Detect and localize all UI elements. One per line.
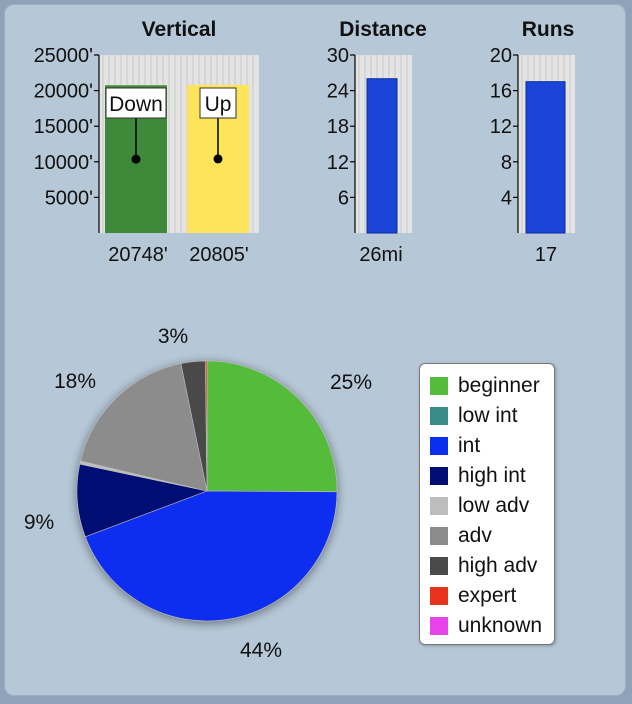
y-tick-label: 15000' xyxy=(34,116,93,138)
y-tick-label: 20 xyxy=(490,45,512,67)
legend-swatch xyxy=(430,617,448,635)
legend-swatch xyxy=(430,497,448,515)
legend-label: high adv xyxy=(458,554,538,577)
y-tick-label: 20000' xyxy=(34,81,93,103)
pie-slice-adv xyxy=(80,363,208,492)
y-tick-label: 30 xyxy=(327,45,349,67)
legend-swatch xyxy=(430,527,448,545)
bar xyxy=(366,78,398,234)
y-tick-label: 25000' xyxy=(34,45,93,67)
y-tick-label: 10000' xyxy=(34,152,93,174)
legend-item: high adv xyxy=(430,553,537,579)
legend-swatch xyxy=(430,467,448,485)
bar-value-label: 20805' xyxy=(189,244,248,266)
runs-chart: Runs 20 16 12 8 4 17 xyxy=(490,18,575,266)
pie-slice-label: 9% xyxy=(24,511,54,534)
y-tick-label: 16 xyxy=(490,81,512,103)
pie-slice-int xyxy=(84,490,338,622)
stats-panel: Vertical 25000' 20000' 15000' 10000' 5000' 20… xyxy=(4,4,626,696)
stats-charts: Vertical 25000' 20000' 15000' 10000' 5000' 20… xyxy=(24,18,575,662)
legend-swatch xyxy=(430,377,448,395)
legend-item: expert xyxy=(430,583,516,609)
bar-value-label: 20748' xyxy=(108,244,167,266)
y-tick-label: 18 xyxy=(327,116,349,138)
legend-item: low adv xyxy=(430,493,529,519)
y-tick-label: 24 xyxy=(327,81,349,103)
vertical-chart: Vertical 25000' 20000' 15000' 10000' 5000' 20… xyxy=(34,18,259,266)
distance-chart: Distance 30 24 18 12 6 26mi xyxy=(327,18,427,266)
pie-slice-label: 25% xyxy=(330,371,372,394)
y-tick-label: 4 xyxy=(501,187,512,209)
y-tick-label: 8 xyxy=(501,152,512,174)
pie-slice-label: 3% xyxy=(158,325,188,348)
legend-label: low adv xyxy=(458,494,530,517)
distance-chart-title: Distance xyxy=(339,18,427,41)
legend-label: high int xyxy=(458,464,526,487)
legend-label: int xyxy=(458,434,481,457)
legend-swatch xyxy=(430,587,448,605)
legend-swatch xyxy=(430,407,448,425)
pie-slice-label: 44% xyxy=(240,639,282,662)
bar-value-label: 26mi xyxy=(359,244,402,266)
legend-item: adv xyxy=(430,523,492,549)
y-tick-label: 12 xyxy=(327,152,349,174)
pie-legend: beginner low int int high int low adv adv high… xyxy=(419,363,555,645)
bar xyxy=(525,81,566,234)
category-label: Up xyxy=(205,93,232,116)
category-label-box xyxy=(105,87,167,119)
pie-slice-label: 18% xyxy=(54,370,96,393)
runs-chart-title: Runs xyxy=(522,18,575,41)
category-label-box xyxy=(199,87,237,119)
legend-item: unknown xyxy=(430,613,542,639)
legend-swatch xyxy=(430,557,448,575)
y-tick-label: 5000' xyxy=(45,187,93,209)
pie-slice-beginner xyxy=(206,360,338,493)
legend-item: beginner xyxy=(430,373,540,399)
legend-label: adv xyxy=(458,524,492,547)
pie-slice-expert xyxy=(205,360,208,492)
legend-label: expert xyxy=(458,584,517,607)
legend-item: int xyxy=(430,433,480,459)
legend-label: beginner xyxy=(458,374,540,397)
y-tick-label: 12 xyxy=(490,116,512,138)
vertical-chart-title: Vertical xyxy=(142,18,217,41)
difficulty-pie-chart: 25% 44% 9% 18% 3% xyxy=(24,325,372,662)
bar-value-label: 17 xyxy=(535,244,557,266)
legend-item: low int xyxy=(430,403,518,429)
legend-item: high int xyxy=(430,463,526,489)
callout-dot xyxy=(213,154,223,164)
category-label: Down xyxy=(109,93,163,116)
callout-dot xyxy=(131,154,141,164)
legend-label: low int xyxy=(458,404,518,427)
legend-swatch xyxy=(430,437,448,455)
legend-label: unknown xyxy=(458,614,543,637)
y-tick-label: 6 xyxy=(338,187,349,209)
